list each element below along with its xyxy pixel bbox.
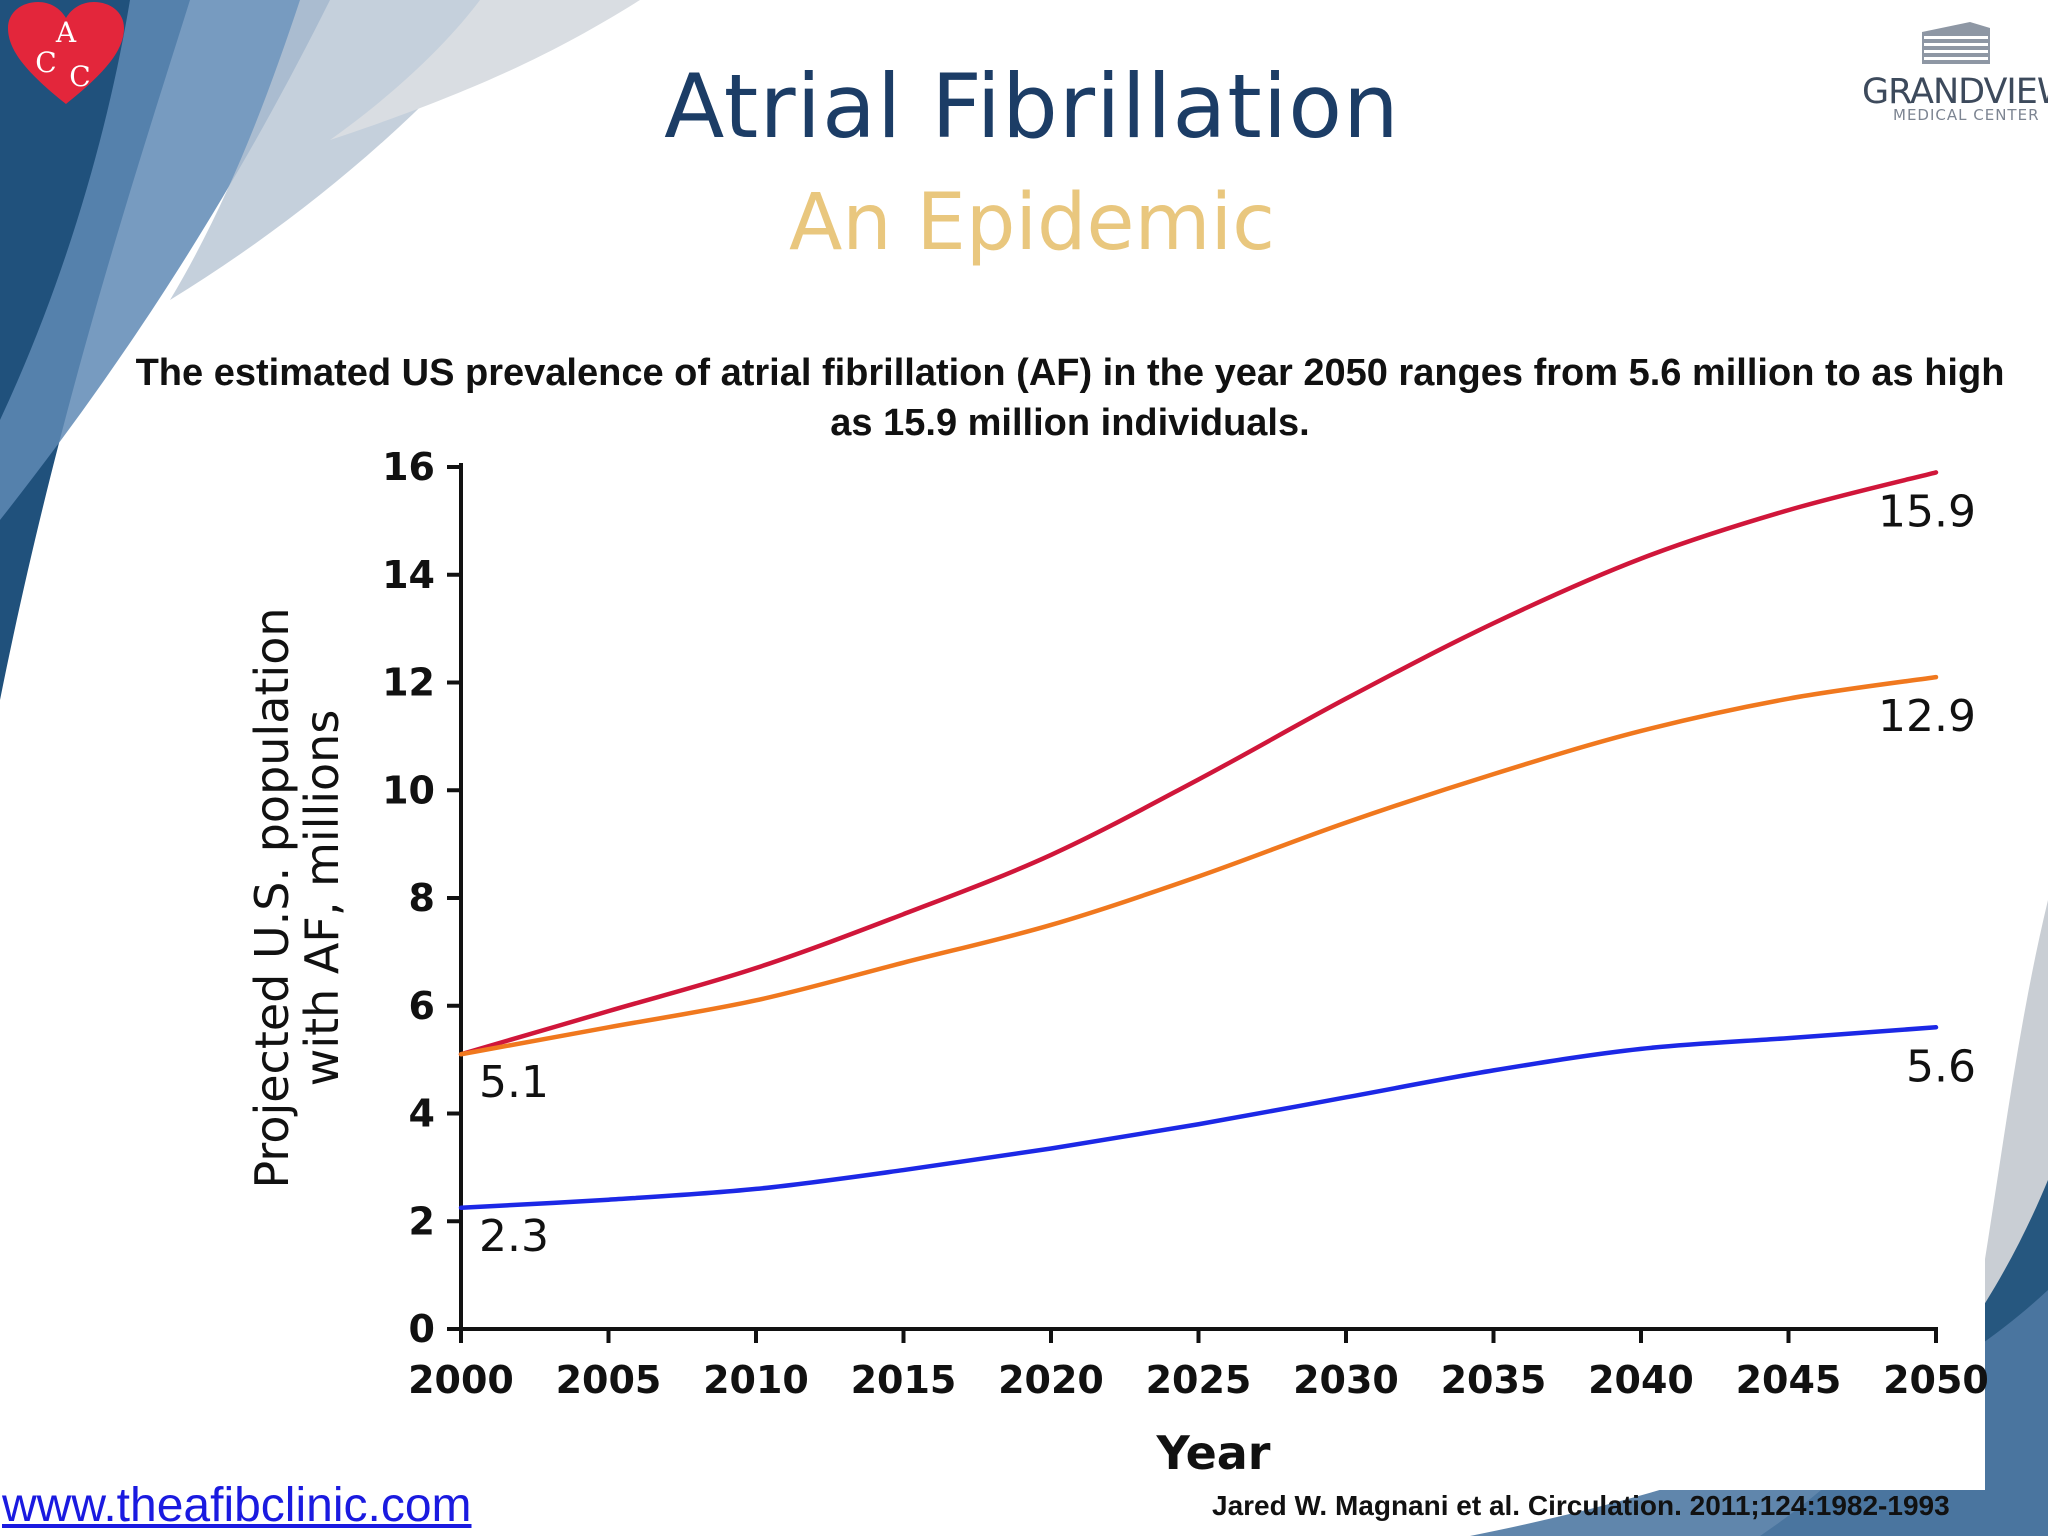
svg-text:A: A (55, 16, 77, 49)
top-swoosh-gray (330, 0, 640, 140)
y-tick-label: 0 (409, 1307, 435, 1351)
y-axis-title-line: Projected U.S. population (245, 607, 299, 1188)
y-tick-label: 10 (382, 768, 435, 812)
y-tick-label: 2 (409, 1199, 435, 1243)
x-tick-label: 2050 (1883, 1358, 1989, 1402)
y-tick-label: 8 (409, 876, 435, 920)
x-tick-label: 2030 (1293, 1358, 1399, 1402)
x-tick-label: 2035 (1441, 1358, 1547, 1402)
slide-subtitle: An Epidemic (788, 178, 1276, 268)
series-line-middle (458, 674, 1939, 1057)
x-tick-label: 2020 (998, 1358, 1104, 1402)
svg-text:C: C (69, 60, 90, 93)
series-line-high (458, 470, 1939, 1057)
svg-text:C: C (35, 46, 56, 79)
x-tick-label: 2045 (1736, 1358, 1842, 1402)
series-line-low (458, 1025, 1939, 1211)
acc-heart-logo: A C C (8, 2, 124, 104)
slide-title: Atrial Fibrillation (664, 55, 1400, 158)
data-label: 5.6 (1906, 1041, 1976, 1092)
x-tick-label: 2040 (1588, 1358, 1694, 1402)
grandview-name: GRANDVIEW (1862, 72, 2048, 112)
x-tick-label: 2015 (851, 1358, 957, 1402)
chart-labels: 15.9 12.9 5.6 5.1 2.3 (479, 486, 1976, 1261)
left-swoosh-dark (0, 0, 190, 700)
y-tick-label: 16 (382, 445, 435, 489)
y-axis-title-line: with AF, millions (295, 710, 349, 1087)
x-tick-label: 2000 (408, 1358, 514, 1402)
x-tick-label: 2025 (1146, 1358, 1252, 1402)
data-label: 2.3 (479, 1211, 549, 1262)
data-label: 15.9 (1878, 486, 1976, 537)
building-icon (1922, 22, 1990, 64)
y-tick-label: 12 (382, 661, 435, 705)
grandview-subtitle: MEDICAL CENTER (1893, 106, 2040, 124)
af-prevalence-chart: 0 2 4 6 8 10 12 14 16 2000 2005 2010 2015 2020 2025 203… (245, 445, 1989, 1480)
x-axis-title: Year (1155, 1426, 1270, 1480)
chart-panel (200, 440, 1985, 1490)
y-tick-label: 14 (382, 553, 435, 597)
y-tick-label: 6 (409, 984, 435, 1028)
chart-caption: The estimated US prevalence of atrial fi… (135, 352, 2005, 444)
y-tick-label: 4 (409, 1092, 435, 1136)
data-label: 12.9 (1878, 691, 1976, 742)
chart-series (458, 470, 1939, 1211)
left-swoosh-mid (0, 0, 330, 520)
website-link[interactable]: www.theafibclinic.com (2, 1479, 472, 1532)
grandview-logo (1922, 22, 1990, 64)
x-tick-label: 2005 (556, 1358, 662, 1402)
x-tick-label: 2010 (703, 1358, 809, 1402)
heart-icon (8, 2, 124, 104)
data-label: 5.1 (479, 1057, 549, 1108)
citation-text: Jared W. Magnani et al. Circulation. 201… (1212, 1490, 1950, 1521)
chart-axes: 0 2 4 6 8 10 12 14 16 2000 2005 2010 2015 2020 2025 203… (245, 445, 1989, 1480)
